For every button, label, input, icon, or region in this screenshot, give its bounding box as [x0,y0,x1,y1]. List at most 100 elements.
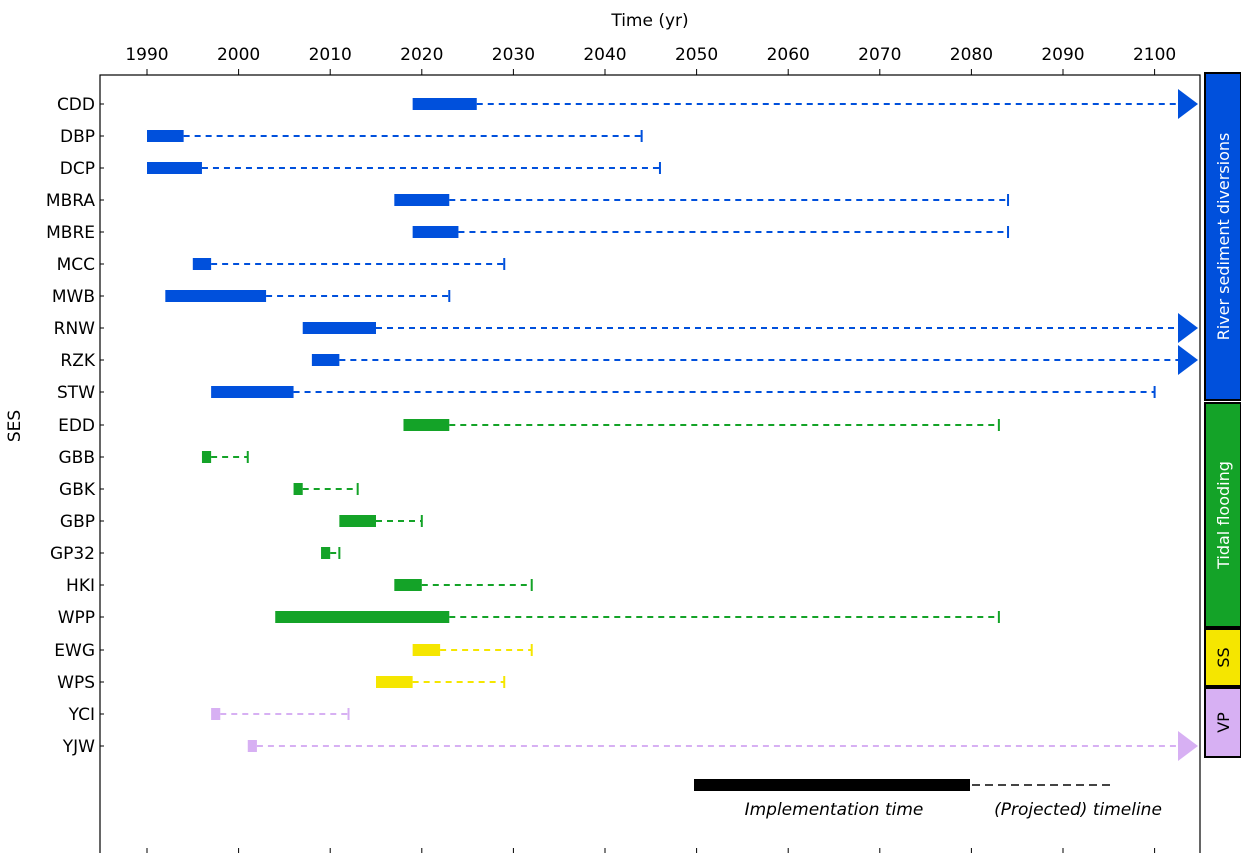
timeline-row: GBB [59,448,249,468]
group-band [1204,687,1241,758]
timeline-row: RZK [60,345,1198,375]
timeline-row: GP32 [50,544,341,564]
group-label: River sediment diversions [1214,133,1233,341]
row-label: YJW [62,737,95,757]
timeline-row: HKI [66,576,533,596]
row-label: GP32 [50,544,95,564]
implementation-bar [394,194,450,206]
timeline-row: GBP [60,512,423,532]
row-label: MWB [52,287,95,307]
group-bands: River sediment diversions Tidal flooding S… [1204,72,1241,758]
continues-arrow [1178,731,1198,761]
row-label: GBK [59,480,96,500]
implementation-bar [211,386,294,398]
legend: Implementation time (Projected) timeline [694,779,1162,820]
implementation-bar [247,740,257,752]
group-label: Tidal flooding [1214,461,1233,570]
continues-arrow [1178,89,1198,119]
y-axis-title: SES [5,410,25,442]
implementation-bar [165,290,267,302]
continues-arrow [1178,313,1198,343]
plot-frame [99,74,1201,853]
row-label: GBB [59,448,96,468]
row-label: MBRA [46,191,95,211]
timeline-row: MBRA [46,191,1010,211]
x-tick-label: 2040 [583,45,626,65]
implementation-bar [412,644,441,656]
legend-projected-label: (Projected) timeline [994,800,1162,820]
row-label: RZK [60,351,95,371]
implementation-bar [394,579,422,591]
group-band-tf: Tidal flooding [1204,402,1241,628]
row-label: DCP [60,159,95,179]
timeline-row: CDD [57,89,1198,119]
legend-implementation-swatch [694,779,970,791]
implementation-bar [192,258,212,270]
timeline-rows: CDD DBP DCP MBRA MBRE MCC MWB RNW RZK STW EDD GBB GB… [46,89,1198,761]
timeline-row: EWG [54,641,533,661]
x-axis-title: Time (yr) [610,11,688,31]
implementation-bar [275,611,450,623]
x-tick-label: 2060 [767,45,810,65]
x-tick-label: 1990 [125,45,168,65]
timeline-row: YJW [62,731,1198,761]
row-label: WPP [58,608,95,628]
row-label: EWG [54,641,95,661]
row-label: HKI [66,576,95,596]
group-label: SS [1214,647,1233,667]
row-label: STW [57,383,95,403]
timeline-row: RNW [54,313,1198,343]
row-label: YCI [68,705,95,725]
implementation-bar [211,708,221,720]
group-band-rsd: River sediment diversions [1204,72,1241,401]
timeline-row: MCC [57,255,506,275]
implementation-bar [376,676,413,688]
x-tick-label: 2010 [309,45,352,65]
group-band-ss: SS [1204,628,1241,687]
x-tick-label: 2070 [858,45,901,65]
implementation-bar [147,162,202,174]
x-tick-label: 2080 [950,45,993,65]
implementation-bar [339,515,376,527]
row-label: RNW [54,319,96,339]
implementation-bar [293,483,303,495]
continues-arrow [1178,345,1198,375]
row-label: WPS [57,673,95,693]
implementation-bar [147,130,184,142]
implementation-bar [412,98,477,110]
group-band [1204,402,1241,628]
implementation-bar [403,419,450,431]
implementation-bar [412,226,459,238]
timeline-row: YCI [68,705,350,725]
timeline-row: MBRE [46,223,1010,243]
timeline-row: WPS [57,673,506,693]
row-label: EDD [58,416,95,436]
timeline-row: DBP [60,127,643,147]
implementation-bar [302,322,376,334]
row-label: MBRE [46,223,95,243]
implementation-bar [201,451,212,463]
row-label: MCC [57,255,95,275]
x-tick-label: 2050 [675,45,718,65]
implementation-bar [311,354,340,366]
group-band [1204,628,1241,687]
row-label: GBP [60,512,95,532]
legend-implementation-label: Implementation time [745,800,924,820]
timeline-row: STW [57,383,1156,403]
group-label: VP [1214,712,1233,733]
group-band-vp: VP [1204,687,1241,758]
x-axis-ticks: 1990 2000 2010 2020 2030 2040 2050 2060 2070 2080… [125,45,1176,853]
timeline-row: MWB [52,287,451,307]
timeline-row: WPP [58,608,1000,628]
x-tick-label: 2030 [492,45,535,65]
x-tick-label: 2000 [217,45,260,65]
implementation-bar [321,547,331,559]
timeline-row: GBK [59,480,359,500]
x-tick-label: 2100 [1133,45,1176,65]
x-tick-label: 2020 [400,45,443,65]
x-tick-label: 2090 [1041,45,1084,65]
row-label: DBP [60,127,95,147]
row-label: CDD [57,95,95,115]
group-band [1204,72,1241,401]
